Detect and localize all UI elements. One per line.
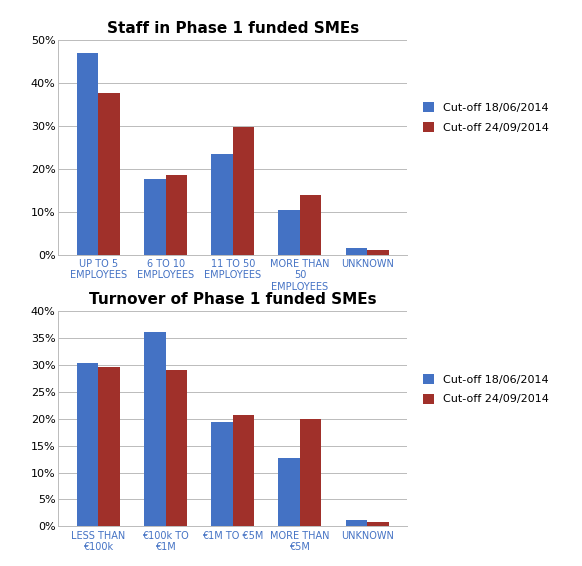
Title: Staff in Phase 1 funded SMEs: Staff in Phase 1 funded SMEs (107, 21, 359, 36)
Bar (278, 457, 300, 526)
Bar (166, 175, 187, 255)
Legend: Cut-off 18/06/2014, Cut-off 24/09/2014: Cut-off 18/06/2014, Cut-off 24/09/2014 (420, 371, 552, 408)
Bar (144, 332, 166, 526)
Bar (346, 520, 367, 526)
Bar (98, 367, 120, 526)
Bar (211, 422, 233, 526)
Bar (367, 250, 389, 255)
Bar (98, 93, 120, 255)
Bar (300, 419, 321, 526)
Bar (367, 521, 389, 526)
Bar (233, 127, 254, 255)
Bar (144, 179, 166, 255)
Bar (211, 153, 233, 255)
Bar (233, 414, 254, 526)
Title: Turnover of Phase 1 funded SMEs: Turnover of Phase 1 funded SMEs (89, 293, 377, 307)
Bar (346, 248, 367, 255)
Bar (166, 371, 187, 526)
Bar (77, 53, 98, 255)
Bar (278, 211, 300, 255)
Bar (77, 363, 98, 526)
Legend: Cut-off 18/06/2014, Cut-off 24/09/2014: Cut-off 18/06/2014, Cut-off 24/09/2014 (420, 99, 552, 136)
Bar (300, 195, 321, 255)
